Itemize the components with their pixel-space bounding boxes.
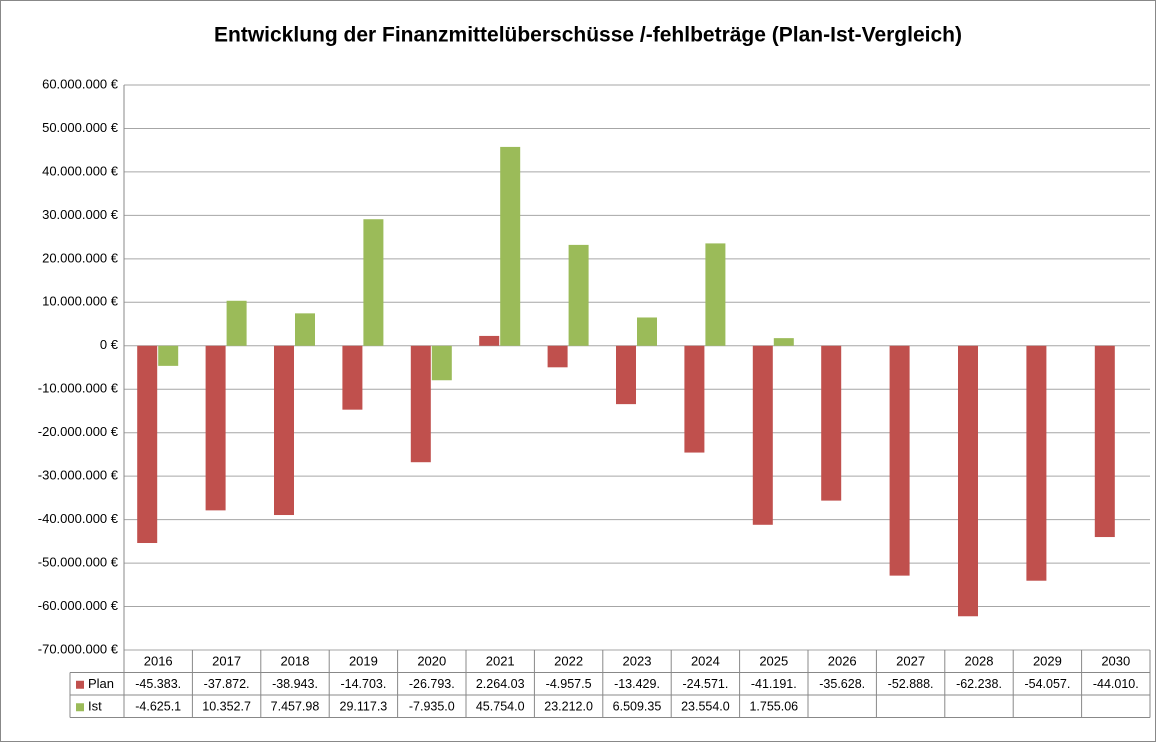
- data-label: 6.509.35: [613, 700, 662, 714]
- bar: [958, 345, 978, 617]
- bar: [889, 345, 910, 576]
- x-tick-label: 2030: [1101, 654, 1130, 669]
- data-label: -4.957.5: [546, 677, 592, 691]
- data-label: -62.238.: [956, 677, 1002, 691]
- y-tick-label: -40.000.000 €: [38, 511, 119, 526]
- legend-label: Plan: [88, 676, 114, 691]
- x-tick-label: 2022: [554, 654, 583, 669]
- bar: [479, 335, 500, 346]
- x-tick-label: 2021: [486, 654, 515, 669]
- bar: [226, 300, 247, 346]
- bar: [274, 345, 294, 516]
- data-label: 1.755.06: [749, 700, 798, 714]
- bar: [410, 345, 431, 463]
- data-label: -37.872.: [204, 677, 250, 691]
- data-label: 7.457.98: [271, 700, 320, 714]
- y-tick-label: 0 €: [100, 337, 119, 352]
- bar: [547, 345, 568, 368]
- data-label: 29.117.3: [340, 700, 388, 714]
- bar: [363, 219, 384, 346]
- x-tick-label: 2016: [144, 654, 173, 669]
- y-tick-label: 40.000.000 €: [42, 163, 119, 178]
- bar: [684, 345, 705, 453]
- bar: [773, 338, 794, 346]
- x-tick-label: 2029: [1033, 654, 1062, 669]
- bar: [431, 345, 452, 381]
- data-label: -44.010.: [1093, 677, 1139, 691]
- x-tick-label: 2023: [623, 654, 652, 669]
- y-tick-label: 50.000.000 €: [42, 120, 119, 135]
- data-label: -38.943.: [272, 677, 318, 691]
- data-label: -24.571.: [682, 677, 728, 691]
- data-label: -13.429.: [614, 677, 660, 691]
- data-label: 2.264.03: [476, 677, 525, 691]
- bar: [158, 345, 179, 366]
- data-label: -41.191.: [751, 677, 797, 691]
- x-tick-label: 2019: [349, 654, 378, 669]
- x-tick-label: 2020: [417, 654, 446, 669]
- y-tick-label: -20.000.000 €: [38, 424, 119, 439]
- data-label: 23.554.0: [681, 700, 730, 714]
- x-tick-label: 2026: [828, 654, 857, 669]
- x-tick-label: 2017: [212, 654, 241, 669]
- bar: [295, 313, 315, 346]
- data-label: -52.888.: [888, 677, 934, 691]
- y-tick-label: 10.000.000 €: [42, 294, 119, 309]
- data-label: 23.212.0: [544, 700, 593, 714]
- data-label: -4.625.1: [135, 700, 181, 714]
- bar: [616, 345, 636, 405]
- bar: [205, 345, 226, 511]
- data-label: -35.628.: [819, 677, 865, 691]
- bar: [1026, 345, 1047, 581]
- x-tick-label: 2018: [281, 654, 310, 669]
- y-tick-label: 60.000.000 €: [42, 76, 119, 91]
- bar: [342, 345, 363, 410]
- bar: [705, 243, 726, 346]
- bar: [637, 317, 657, 346]
- bar: [752, 345, 773, 525]
- data-label: -45.383.: [135, 677, 181, 691]
- y-tick-label: -10.000.000 €: [38, 381, 119, 396]
- x-tick-label: 2027: [896, 654, 925, 669]
- y-tick-label: 30.000.000 €: [42, 207, 119, 222]
- x-tick-label: 2024: [691, 654, 720, 669]
- data-label: -26.793.: [409, 677, 455, 691]
- x-tick-label: 2028: [965, 654, 994, 669]
- chart-title: Entwicklung der Finanzmittelüberschüsse …: [214, 24, 962, 47]
- data-label: 10.352.7: [202, 700, 251, 714]
- x-tick-label: 2025: [759, 654, 788, 669]
- data-label: 45.754.0: [476, 700, 525, 714]
- y-tick-label: -50.000.000 €: [38, 555, 119, 570]
- legend-label: Ist: [88, 699, 102, 714]
- legend-swatch: [76, 680, 84, 689]
- data-label: -7.935.0: [409, 700, 455, 714]
- y-tick-label: -60.000.000 €: [38, 598, 119, 613]
- data-label: -14.703.: [340, 677, 386, 691]
- bar: [821, 345, 842, 501]
- data-label: -54.057.: [1024, 677, 1070, 691]
- bar: [1094, 345, 1115, 538]
- legend-swatch: [76, 703, 84, 712]
- bar: [500, 146, 521, 346]
- y-tick-label: -30.000.000 €: [38, 468, 119, 483]
- y-tick-label: -70.000.000 €: [38, 641, 119, 656]
- y-tick-label: 20.000.000 €: [42, 250, 119, 265]
- bar: [568, 244, 589, 346]
- bar: [137, 345, 158, 544]
